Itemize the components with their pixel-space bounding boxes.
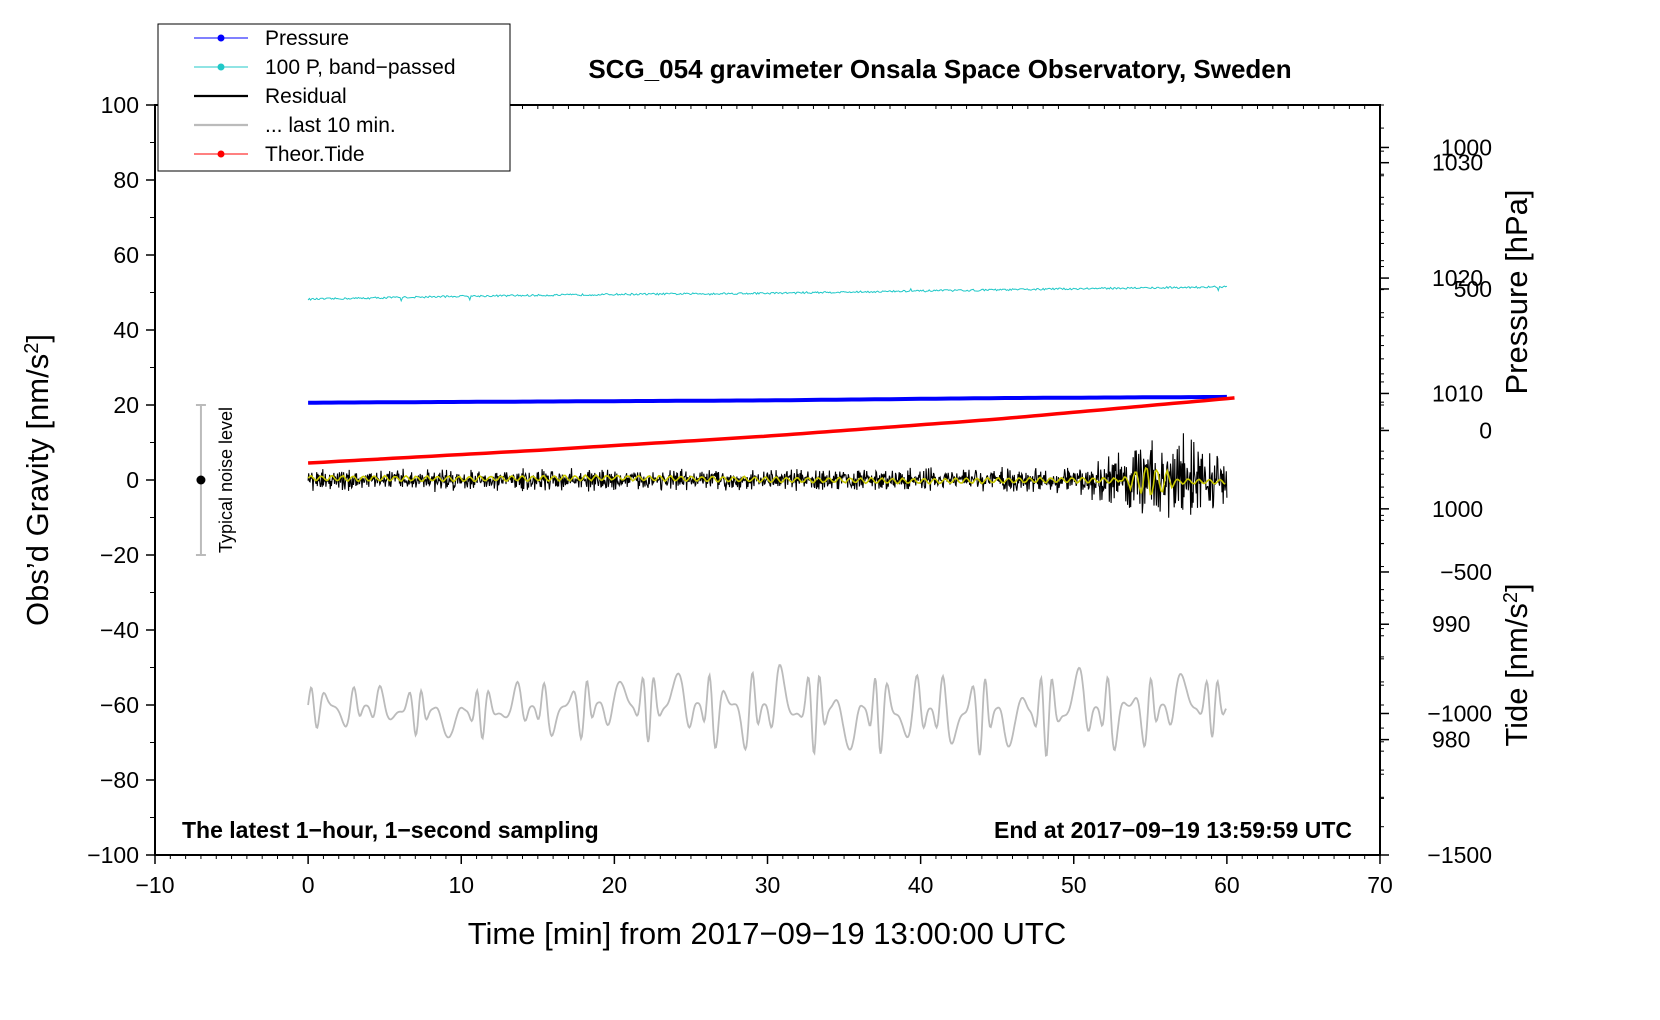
legend: Pressure 100 P, band−passed Residual ... la…	[157, 23, 511, 172]
y-axis-title-left-sup: 2	[21, 343, 43, 354]
pressure-tick-label: 1020	[1432, 265, 1483, 291]
y-tick-label: −20	[100, 542, 139, 568]
pressure-tick-label: 990	[1432, 611, 1470, 637]
plot-frame	[154, 104, 1381, 856]
pressure-tick-label: 1010	[1432, 380, 1483, 406]
pressure-tick-label: 1000	[1432, 496, 1483, 522]
legend-box	[157, 23, 511, 172]
series-line	[307, 466, 1226, 496]
y-tick-label: 80	[113, 167, 139, 193]
x-tick-label: 0	[302, 872, 315, 898]
pressure-tick-label: 980	[1432, 727, 1470, 753]
series-line	[308, 396, 1235, 465]
tide-axis-title: Tide [nm/s2]	[1499, 583, 1534, 746]
x-tick-label: 20	[602, 872, 628, 898]
y-axis-title-left: Obs’d Gravity [nm/s2]	[20, 334, 55, 626]
legend-items: Pressure 100 P, band−passed Residual ... la…	[194, 27, 456, 166]
y-tick-label: 40	[113, 317, 139, 343]
x-axis-title: Time [min] from 2017−09−19 13:00:00 UTC	[468, 916, 1067, 951]
y-tick-label: 100	[101, 92, 139, 118]
tide-tick-label: −500	[1440, 559, 1492, 585]
noise-indicator: Typical noise level	[195, 404, 236, 556]
ticks-layer: −10 0 10 20 30 40 50 60 70100806040200−20−40−60−…	[87, 92, 1492, 898]
tide-axis-title-main: Tide [nm/s	[1499, 603, 1534, 747]
legend-label: ... last 10 min.	[265, 114, 396, 137]
series-line	[307, 285, 1228, 303]
legend-marker	[217, 150, 225, 158]
y-axis-title-left-end: ]	[20, 334, 55, 343]
y-tick-label: 0	[126, 467, 139, 493]
series-layer	[307, 285, 1235, 757]
x-tick-label: 70	[1367, 872, 1393, 898]
tide-tick-label: −1500	[1427, 842, 1492, 868]
noise-label: Typical noise level	[216, 407, 236, 553]
tide-axis-title-sup: 2	[1500, 592, 1522, 603]
y-tick-label: −100	[87, 842, 139, 868]
y-tick-label: 60	[113, 242, 139, 268]
y-tick-label: −60	[100, 692, 139, 718]
series-line	[308, 394, 1227, 405]
x-tick-label: 50	[1061, 872, 1087, 898]
series-line	[307, 433, 1228, 518]
y-tick-label: 20	[113, 392, 139, 418]
tide-tick-label: 500	[1454, 276, 1492, 302]
y-tick-label: −80	[100, 767, 139, 793]
x-tick-label: −10	[135, 872, 174, 898]
legend-marker	[217, 63, 225, 71]
note-right: End at 2017−09−19 13:59:59 UTC	[994, 817, 1352, 843]
legend-label: Pressure	[265, 27, 349, 50]
y-axis-title-left-main: Obs’d Gravity [nm/s	[20, 354, 55, 626]
noise-bar-center	[196, 475, 206, 485]
y-tick-label: −40	[100, 617, 139, 643]
tide-tick-label: 0	[1479, 417, 1492, 443]
legend-label: Residual	[265, 85, 347, 108]
x-tick-label: 60	[1214, 872, 1240, 898]
pressure-axis-title: Pressure [hPa]	[1499, 189, 1534, 394]
series-line	[307, 664, 1227, 757]
legend-label: 100 P, band−passed	[265, 56, 456, 79]
tide-tick-label: 1000	[1441, 134, 1492, 160]
legend-marker	[217, 34, 225, 42]
x-tick-label: 40	[908, 872, 934, 898]
tide-axis-title-end: ]	[1499, 583, 1534, 592]
legend-label: Theor.Tide	[265, 143, 365, 166]
x-tick-label: 10	[448, 872, 474, 898]
x-tick-label: 30	[755, 872, 781, 898]
pressure-tick-label: 1030	[1432, 150, 1483, 176]
note-left: The latest 1−hour, 1−second sampling	[182, 817, 599, 843]
tide-tick-label: −1000	[1427, 700, 1492, 726]
chart-title: SCG_054 gravimeter Onsala Space Observat…	[588, 54, 1291, 84]
